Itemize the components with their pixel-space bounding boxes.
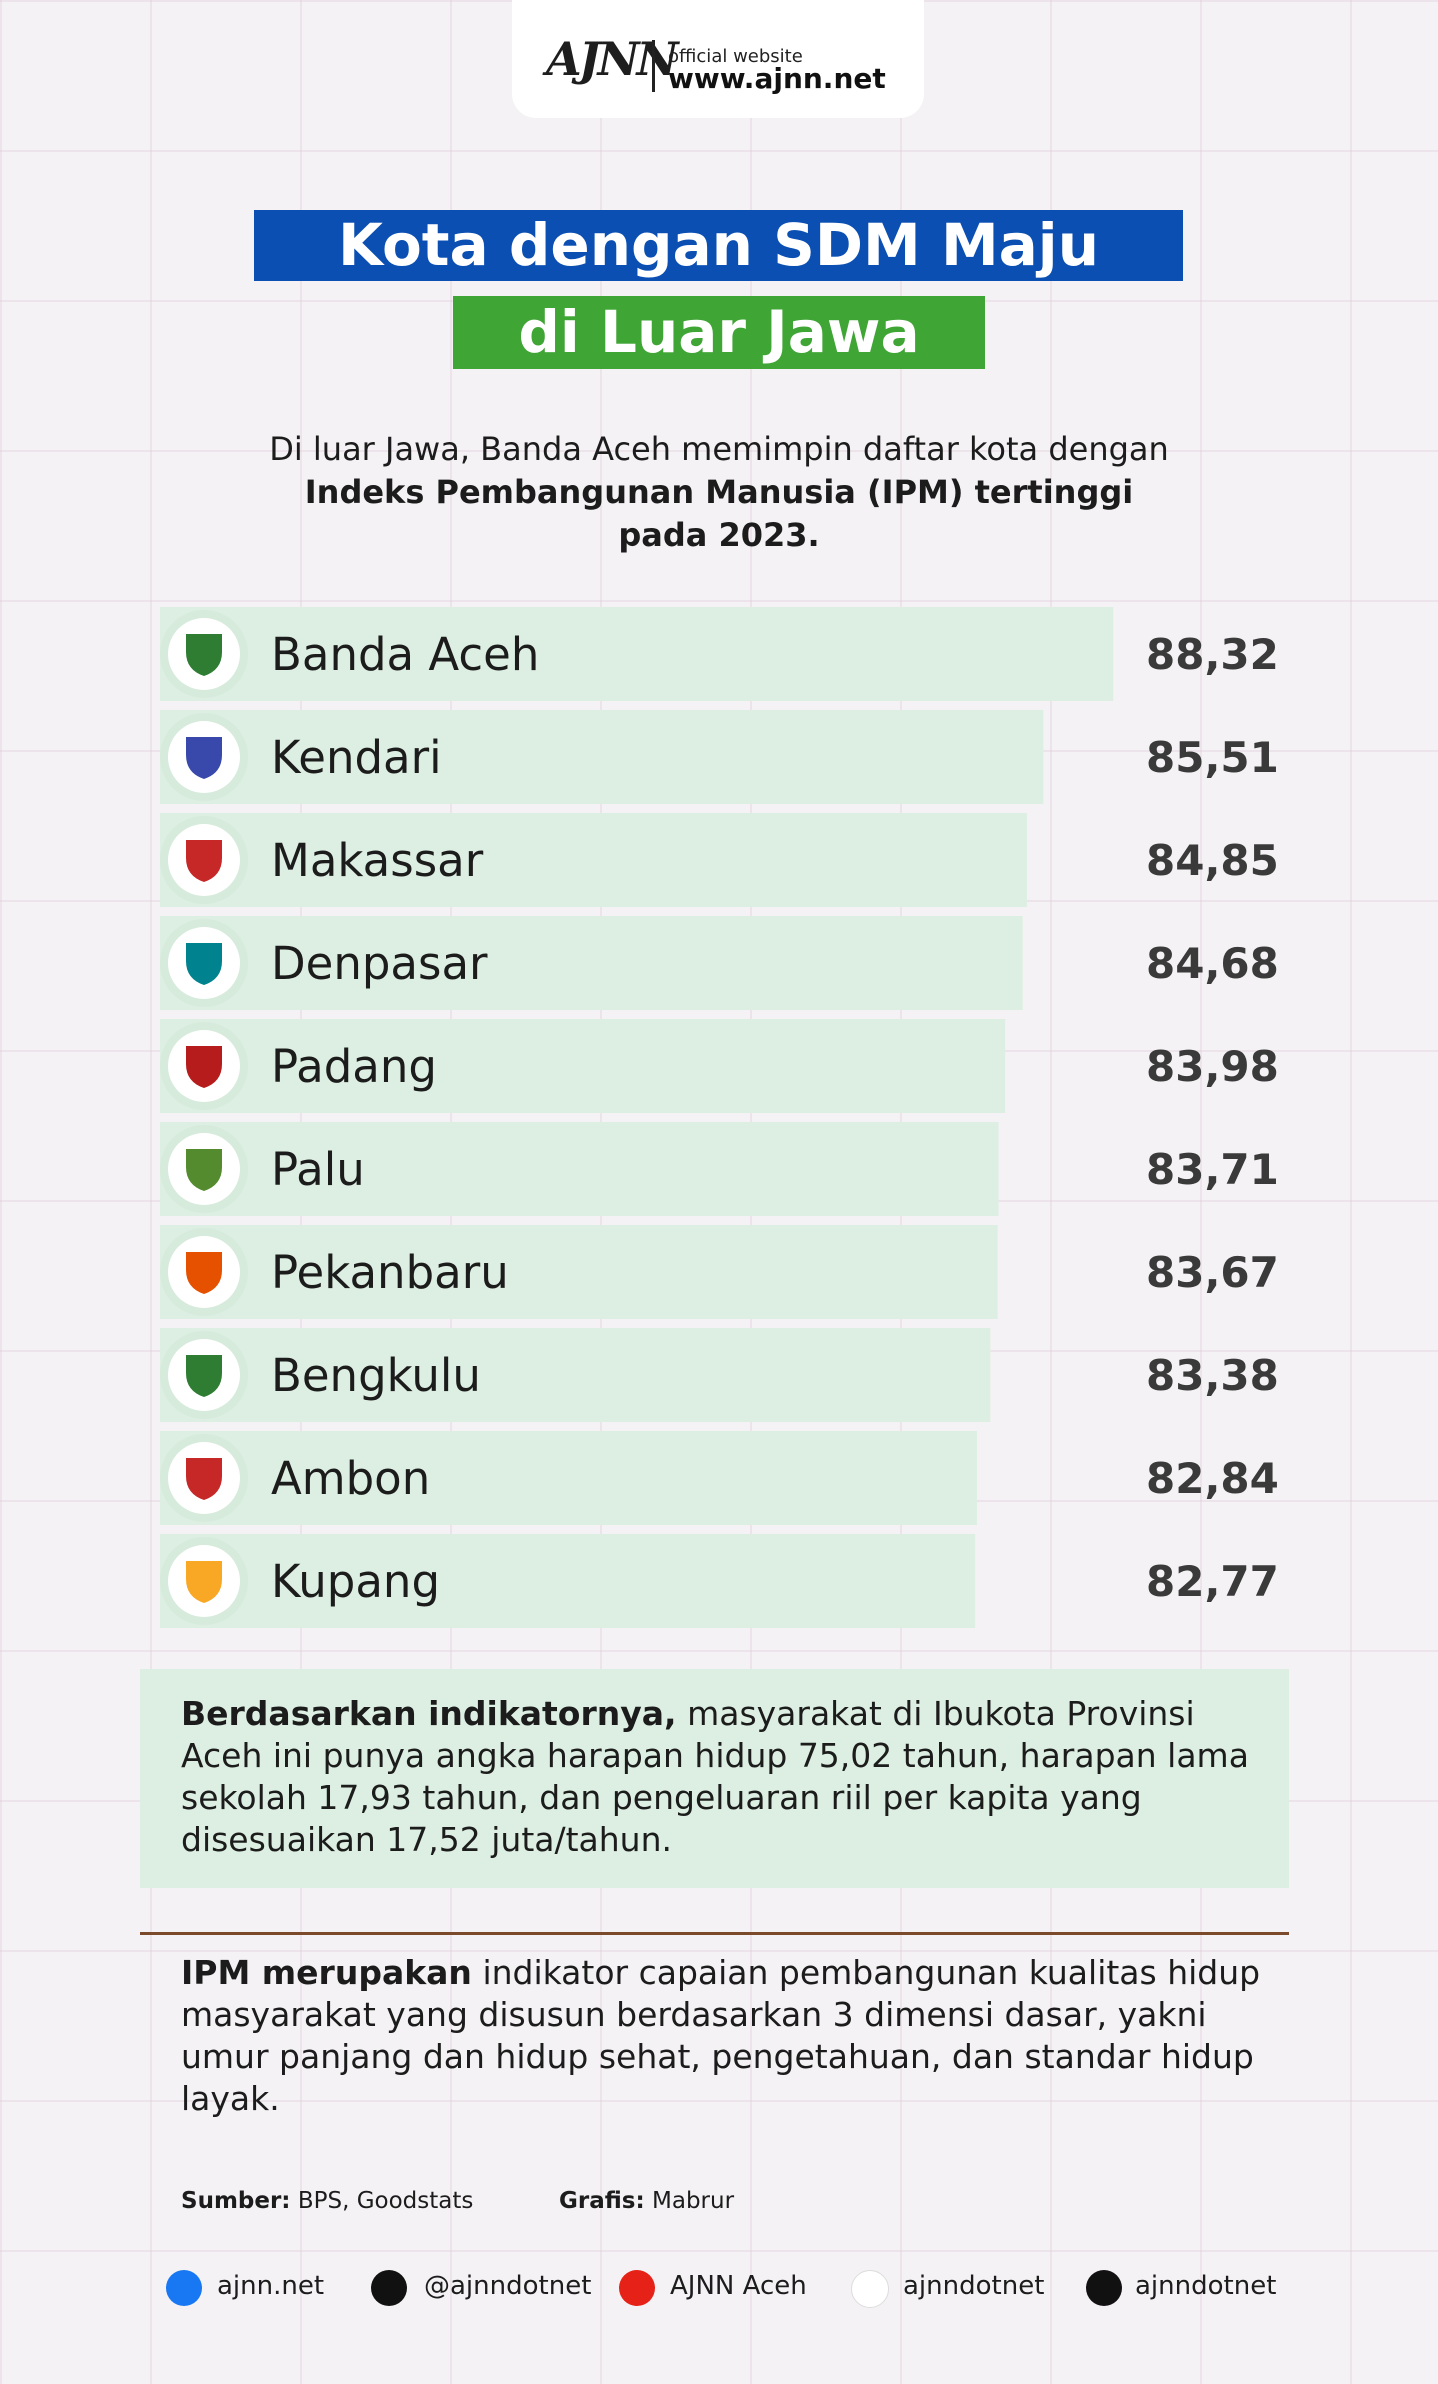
divider (140, 1932, 1289, 1935)
subtitle: Di luar Jawa, Banda Aceh memimpin daftar… (259, 428, 1179, 557)
note-text: indikator capaian pembangunan kualitas h… (181, 1953, 1261, 2118)
note-bold: IPM merupakan (181, 1953, 472, 1992)
emblem-shield (186, 1561, 222, 1603)
bar (160, 916, 1023, 1010)
category-label: Bengkulu (271, 1349, 481, 1402)
value-label: 82,77 (1146, 1557, 1279, 1606)
bar (160, 1019, 1006, 1113)
credit-label: Grafis: (559, 2188, 645, 2214)
emblem-shield (186, 634, 222, 676)
header: AJNN official website www.ajnn.net (512, 0, 924, 118)
category-label: Pekanbaru (271, 1246, 509, 1299)
title: di Luar Jawa (453, 296, 985, 369)
bar (160, 1431, 977, 1525)
social-label[interactable]: ajnn.net (217, 2271, 325, 2301)
separator (652, 40, 655, 92)
value-label: 83,71 (1146, 1145, 1279, 1194)
title: Kota dengan SDM Maju (254, 210, 1183, 281)
note: IPM merupakan indikator capaian pembangu… (181, 1952, 1261, 2120)
emblem-shield (186, 1458, 222, 1500)
subtitle-text: Di luar Jawa, Banda Aceh memimpin daftar… (269, 430, 1169, 468)
social-label[interactable]: @ajnndotnet (424, 2271, 592, 2301)
emblem-shield (186, 943, 222, 985)
bar (160, 1122, 999, 1216)
logo: AJNN (546, 32, 679, 86)
social-label[interactable]: AJNN Aceh (670, 2271, 807, 2301)
value-label: 83,67 (1146, 1248, 1279, 1297)
bar (160, 710, 1044, 804)
emblem-shield (186, 1149, 222, 1191)
subtitle-bold: Indeks Pembangunan Manusia (IPM) terting… (304, 473, 1134, 554)
category-label: Kendari (271, 731, 442, 784)
category-label: Padang (271, 1040, 437, 1093)
category-label: Ambon (271, 1452, 430, 1505)
emblem-shield (186, 840, 222, 882)
x-icon (851, 2270, 889, 2308)
note-bold: Berdasarkan indikatornya, (181, 1694, 677, 1733)
note-box (140, 1669, 1289, 1888)
value-label: 84,85 (1146, 836, 1279, 885)
credit: Sumber: BPS, Goodstats (181, 2188, 473, 2214)
value-label: 84,68 (1146, 939, 1279, 988)
credit-text: BPS, Goodstats (297, 2188, 474, 2214)
emblem-shield (186, 1355, 222, 1397)
chart: Banda Aceh 88,32 Kendari 85,51 Makassar 84,85… (160, 607, 1279, 1628)
credit-text: Mabrur (652, 2188, 735, 2214)
category-label: Palu (271, 1143, 365, 1196)
value-label: 82,84 (1146, 1454, 1279, 1503)
value-label: 88,32 (1146, 630, 1279, 679)
youtube-icon (619, 2270, 655, 2306)
value-label: 85,51 (1146, 733, 1279, 782)
instagram-icon (371, 2270, 407, 2306)
header-label: official website (668, 46, 803, 67)
value-label: 83,98 (1146, 1042, 1279, 1091)
header-url: www.ajnn.net (668, 62, 886, 95)
category-label: Makassar (271, 834, 484, 887)
note: Berdasarkan indikatornya, masyarakat di … (181, 1693, 1261, 1861)
social-label[interactable]: ajnndotnet (1135, 2271, 1277, 2301)
value-label: 83,38 (1146, 1351, 1279, 1400)
emblem-shield (186, 1046, 222, 1088)
credit: Grafis: Mabrur (559, 2188, 734, 2214)
bar (160, 813, 1027, 907)
note-text: masyarakat di Ibukota Provinsi Aceh ini … (181, 1694, 1249, 1859)
category-label: Denpasar (271, 937, 488, 990)
emblem-shield (186, 737, 222, 779)
emblem-shield (186, 1252, 222, 1294)
bar (160, 1225, 998, 1319)
category-label: Banda Aceh (271, 628, 539, 681)
category-label: Kupang (271, 1555, 440, 1608)
bar (160, 1328, 991, 1422)
facebook-icon (166, 2270, 202, 2306)
bar (160, 607, 1114, 701)
tiktok-icon (1086, 2270, 1122, 2306)
bar (160, 1534, 976, 1628)
credit-label: Sumber: (181, 2188, 291, 2214)
social-label[interactable]: ajnndotnet (903, 2271, 1045, 2301)
